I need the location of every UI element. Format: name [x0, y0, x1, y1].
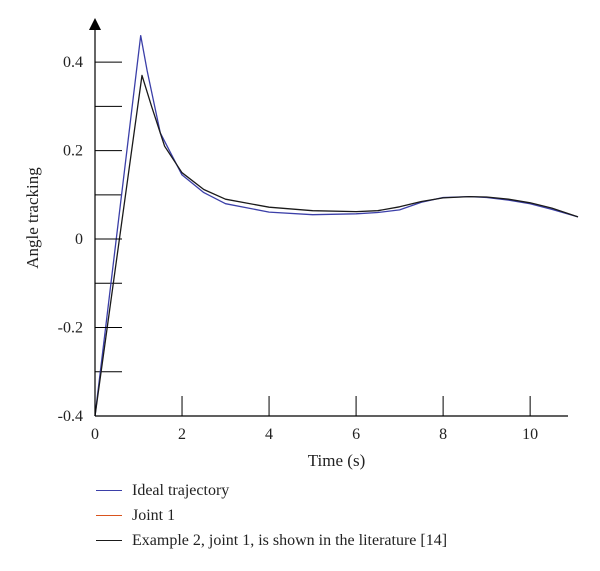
y-tick-label: -0.2 [58, 320, 83, 337]
legend-item-joint-1: Joint 1 [96, 503, 447, 528]
legend-label-joint-1: Joint 1 [132, 506, 176, 524]
y-axis-title: Angle tracking [23, 167, 42, 269]
y-ticks: 0.4 0.2 0 -0.2 -0.4 [58, 54, 122, 425]
legend-item-ideal-trajectory: Ideal trajectory [96, 478, 447, 503]
x-tick-label: 6 [352, 426, 360, 443]
y-axis-arrow-icon [89, 18, 101, 30]
x-tick-label: 8 [439, 426, 447, 443]
axes [89, 18, 568, 417]
x-axis-title: Time (s) [308, 451, 365, 470]
x-tick-label: 4 [265, 426, 273, 443]
legend-label-ideal: Ideal trajectory [132, 481, 230, 499]
y-tick-label: 0.2 [63, 143, 83, 160]
series-line-0 [94, 34, 579, 417]
y-tick-label: -0.4 [58, 408, 83, 425]
y-minor-ticks [95, 105, 122, 373]
legend-swatch-joint-1 [96, 515, 122, 516]
x-tick-label: 10 [522, 426, 538, 443]
legend-swatch-literature [96, 540, 122, 541]
y-tick-label: 0 [75, 231, 83, 248]
series-line-2 [94, 74, 579, 417]
y-tick-label: 0.4 [63, 54, 83, 71]
legend-label-literature: Example 2, joint 1, is shown in the lite… [132, 531, 448, 549]
series-layer [94, 34, 579, 417]
x-tick-label: 0 [91, 426, 99, 443]
legend-item-literature: Example 2, joint 1, is shown in the lite… [96, 528, 447, 553]
x-ticks: 0 2 4 6 8 10 [91, 396, 538, 443]
x-tick-label: 2 [178, 426, 186, 443]
line-chart: 0 2 4 6 8 10 0.4 0.2 0 -0.2 -0.4 Time (s) Angle t… [23, 18, 579, 470]
legend-swatch-ideal [96, 490, 122, 491]
legend: Ideal trajectory Joint 1 Example 2, join… [96, 478, 447, 553]
